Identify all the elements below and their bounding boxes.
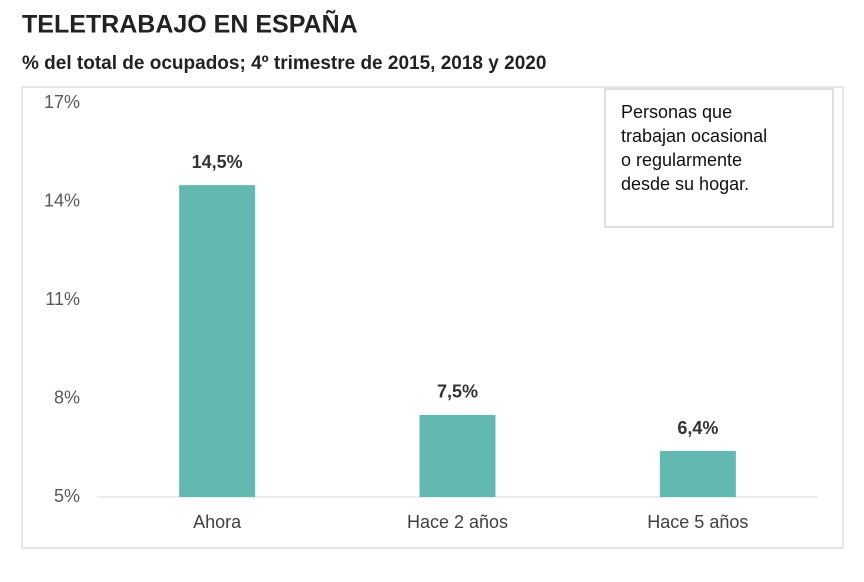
annotation-line: o regularmente <box>621 150 742 170</box>
value-label: 7,5% <box>437 382 478 402</box>
bar <box>419 414 496 497</box>
x-tick-label: Hace 2 años <box>407 512 508 532</box>
annotation-line: trabajan ocasional <box>621 126 767 146</box>
x-tick-label: Ahora <box>193 512 242 532</box>
annotation-line: Personas que <box>621 102 732 122</box>
annotation-line: desde su hogar. <box>621 174 749 194</box>
value-label: 6,4% <box>677 418 718 438</box>
y-tick-label: 8% <box>54 387 80 407</box>
plot-frame <box>21 86 844 549</box>
bar <box>179 185 256 498</box>
value-label: 14,5% <box>192 152 243 172</box>
chart-subtitle: % del total de ocupados; 4º trimestre de… <box>22 53 546 74</box>
y-tick-label: 11% <box>45 289 80 309</box>
y-tick-label: 5% <box>54 486 80 506</box>
x-tick-label: Hace 5 años <box>647 512 748 532</box>
chart-title: TELETRABAJO EN ESPAÑA <box>22 9 358 39</box>
annotation-box <box>604 88 834 228</box>
y-tick-label: 14% <box>44 190 80 210</box>
y-tick-label: 17% <box>44 92 80 112</box>
bar <box>659 451 736 497</box>
